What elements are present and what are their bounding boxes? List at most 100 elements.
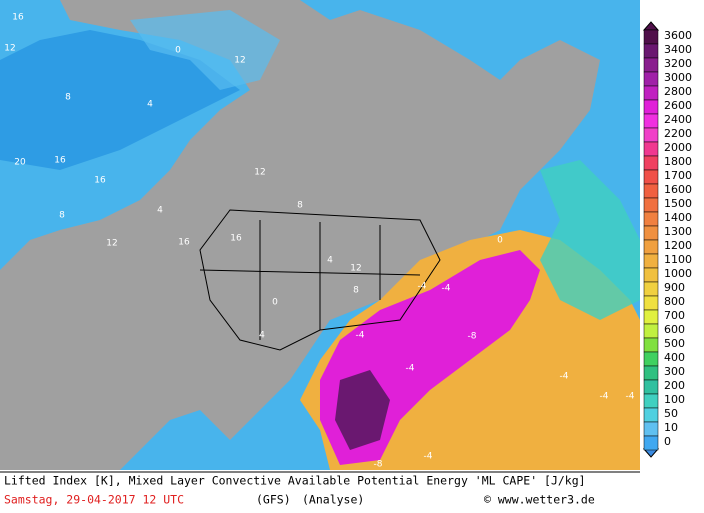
footer-credit: © www.wetter3.de — [484, 493, 595, 507]
colorbar-label: 1400 — [664, 211, 692, 224]
contour-label: 4 — [157, 206, 163, 216]
colorbar-swatch — [643, 225, 659, 241]
colorbar-label: 300 — [664, 365, 685, 378]
contour-label: 8 — [65, 93, 71, 103]
cape-low — [540, 160, 640, 320]
colorbar-label: 50 — [664, 407, 678, 420]
colorbar-label: 3600 — [664, 29, 692, 42]
colorbar-label: 1700 — [664, 169, 692, 182]
colorbar-label: 10 — [664, 421, 678, 434]
contour-label: -4 — [600, 392, 609, 402]
colorbar-label: 3400 — [664, 43, 692, 56]
footer-model: (GFS) — [256, 493, 291, 507]
colorbar-label: 2400 — [664, 113, 692, 126]
contour-label: 12 — [106, 239, 117, 249]
colorbar-label: 1100 — [664, 253, 692, 266]
contour-label: -4 — [442, 284, 451, 294]
colorbar-swatch — [643, 57, 659, 73]
contour-label: 8 — [297, 201, 303, 211]
contour-label: -4 — [626, 392, 635, 402]
colorbar-label: 1600 — [664, 183, 692, 196]
colorbar-swatch — [643, 113, 659, 129]
contour-label: -4 — [418, 282, 427, 292]
colorbar-label: 500 — [664, 337, 685, 350]
colorbar-swatch — [643, 99, 659, 115]
colorbar-label: 2800 — [664, 85, 692, 98]
colorbar-swatch — [643, 421, 659, 437]
land — [0, 0, 600, 470]
footer-title: Lifted Index [K], Mixed Layer Convective… — [4, 474, 586, 488]
colorbar-label: 200 — [664, 379, 685, 392]
contour-label: 8 — [353, 286, 359, 296]
colorbar-swatch — [643, 337, 659, 353]
colorbar-swatch — [643, 141, 659, 157]
contour-label: 20 — [14, 158, 26, 168]
colorbar-label: 600 — [664, 323, 685, 336]
colorbar-swatch — [643, 295, 659, 311]
colorbar-swatch — [643, 351, 659, 367]
contour-label: 4 — [327, 256, 333, 266]
colorbar-swatch — [643, 253, 659, 269]
contour-label: 4 — [259, 331, 265, 341]
contour-label: 8 — [59, 211, 65, 221]
colorbar-swatch — [643, 211, 659, 227]
colorbar-label: 1300 — [664, 225, 692, 238]
colorbar-swatch — [643, 393, 659, 409]
contour-label: 12 — [350, 264, 361, 274]
moist-field — [130, 10, 280, 90]
contour-label: 12 — [234, 56, 245, 66]
borders — [199, 209, 441, 351]
colorbar-swatch — [643, 127, 659, 143]
colorbar-label: 1000 — [664, 267, 692, 280]
colorbar-label: 3200 — [664, 57, 692, 70]
cold-field — [0, 30, 240, 170]
colorbar-swatch — [643, 407, 659, 423]
contour-label: -4 — [560, 372, 569, 382]
colorbar-swatch — [643, 71, 659, 87]
colorbar-swatch — [643, 435, 659, 451]
contour-label: 4 — [147, 100, 153, 110]
colorbar-label: 400 — [664, 351, 685, 364]
colorbar-label: 3000 — [664, 71, 692, 84]
colorbar-swatch — [643, 155, 659, 171]
map — [0, 0, 640, 470]
colorbar-swatch — [643, 183, 659, 199]
contour-label: -4 — [424, 452, 433, 462]
cape-max — [335, 370, 390, 450]
contour-label: 12 — [254, 168, 265, 178]
footer-date: Samstag, 29-04-2017 12 UTC — [4, 493, 184, 507]
contour-label: -4 — [356, 331, 365, 341]
colorbar-label: 900 — [664, 281, 685, 294]
colorbar-label: 1500 — [664, 197, 692, 210]
colorbar-label: 2600 — [664, 99, 692, 112]
contour-label: -8 — [468, 332, 477, 342]
colorbar-swatch — [643, 43, 659, 59]
colorbar-label: 0 — [664, 435, 671, 448]
contour-label: 16 — [54, 156, 66, 166]
contour-label: 16 — [94, 176, 106, 186]
colorbar-swatch — [643, 169, 659, 185]
contour-label: 16 — [230, 234, 242, 244]
colorbar-label: 1800 — [664, 155, 692, 168]
footer-run: (Analyse) — [302, 493, 364, 507]
colorbar-label: 800 — [664, 295, 685, 308]
contour-label: 16 — [12, 13, 24, 23]
contour-label: 0 — [497, 236, 503, 246]
colorbar-swatch — [643, 379, 659, 395]
contour-label: 16 — [178, 238, 190, 248]
contour-label: -8 — [374, 460, 383, 470]
colorbar-swatch — [643, 281, 659, 297]
colorbar-label: 1200 — [664, 239, 692, 252]
colorbar-swatch — [643, 267, 659, 283]
colorbar-swatch — [643, 197, 659, 213]
contour-label: 12 — [4, 44, 15, 54]
colorbar-label: 700 — [664, 309, 685, 322]
colorbar-label: 2000 — [664, 141, 692, 154]
contour-label: -4 — [406, 364, 415, 374]
contour-label: 0 — [272, 298, 278, 308]
colorbar-swatch — [643, 29, 659, 45]
colorbar-swatch — [643, 239, 659, 255]
contour-label: 0 — [175, 46, 181, 56]
colorbar-label: 2200 — [664, 127, 692, 140]
